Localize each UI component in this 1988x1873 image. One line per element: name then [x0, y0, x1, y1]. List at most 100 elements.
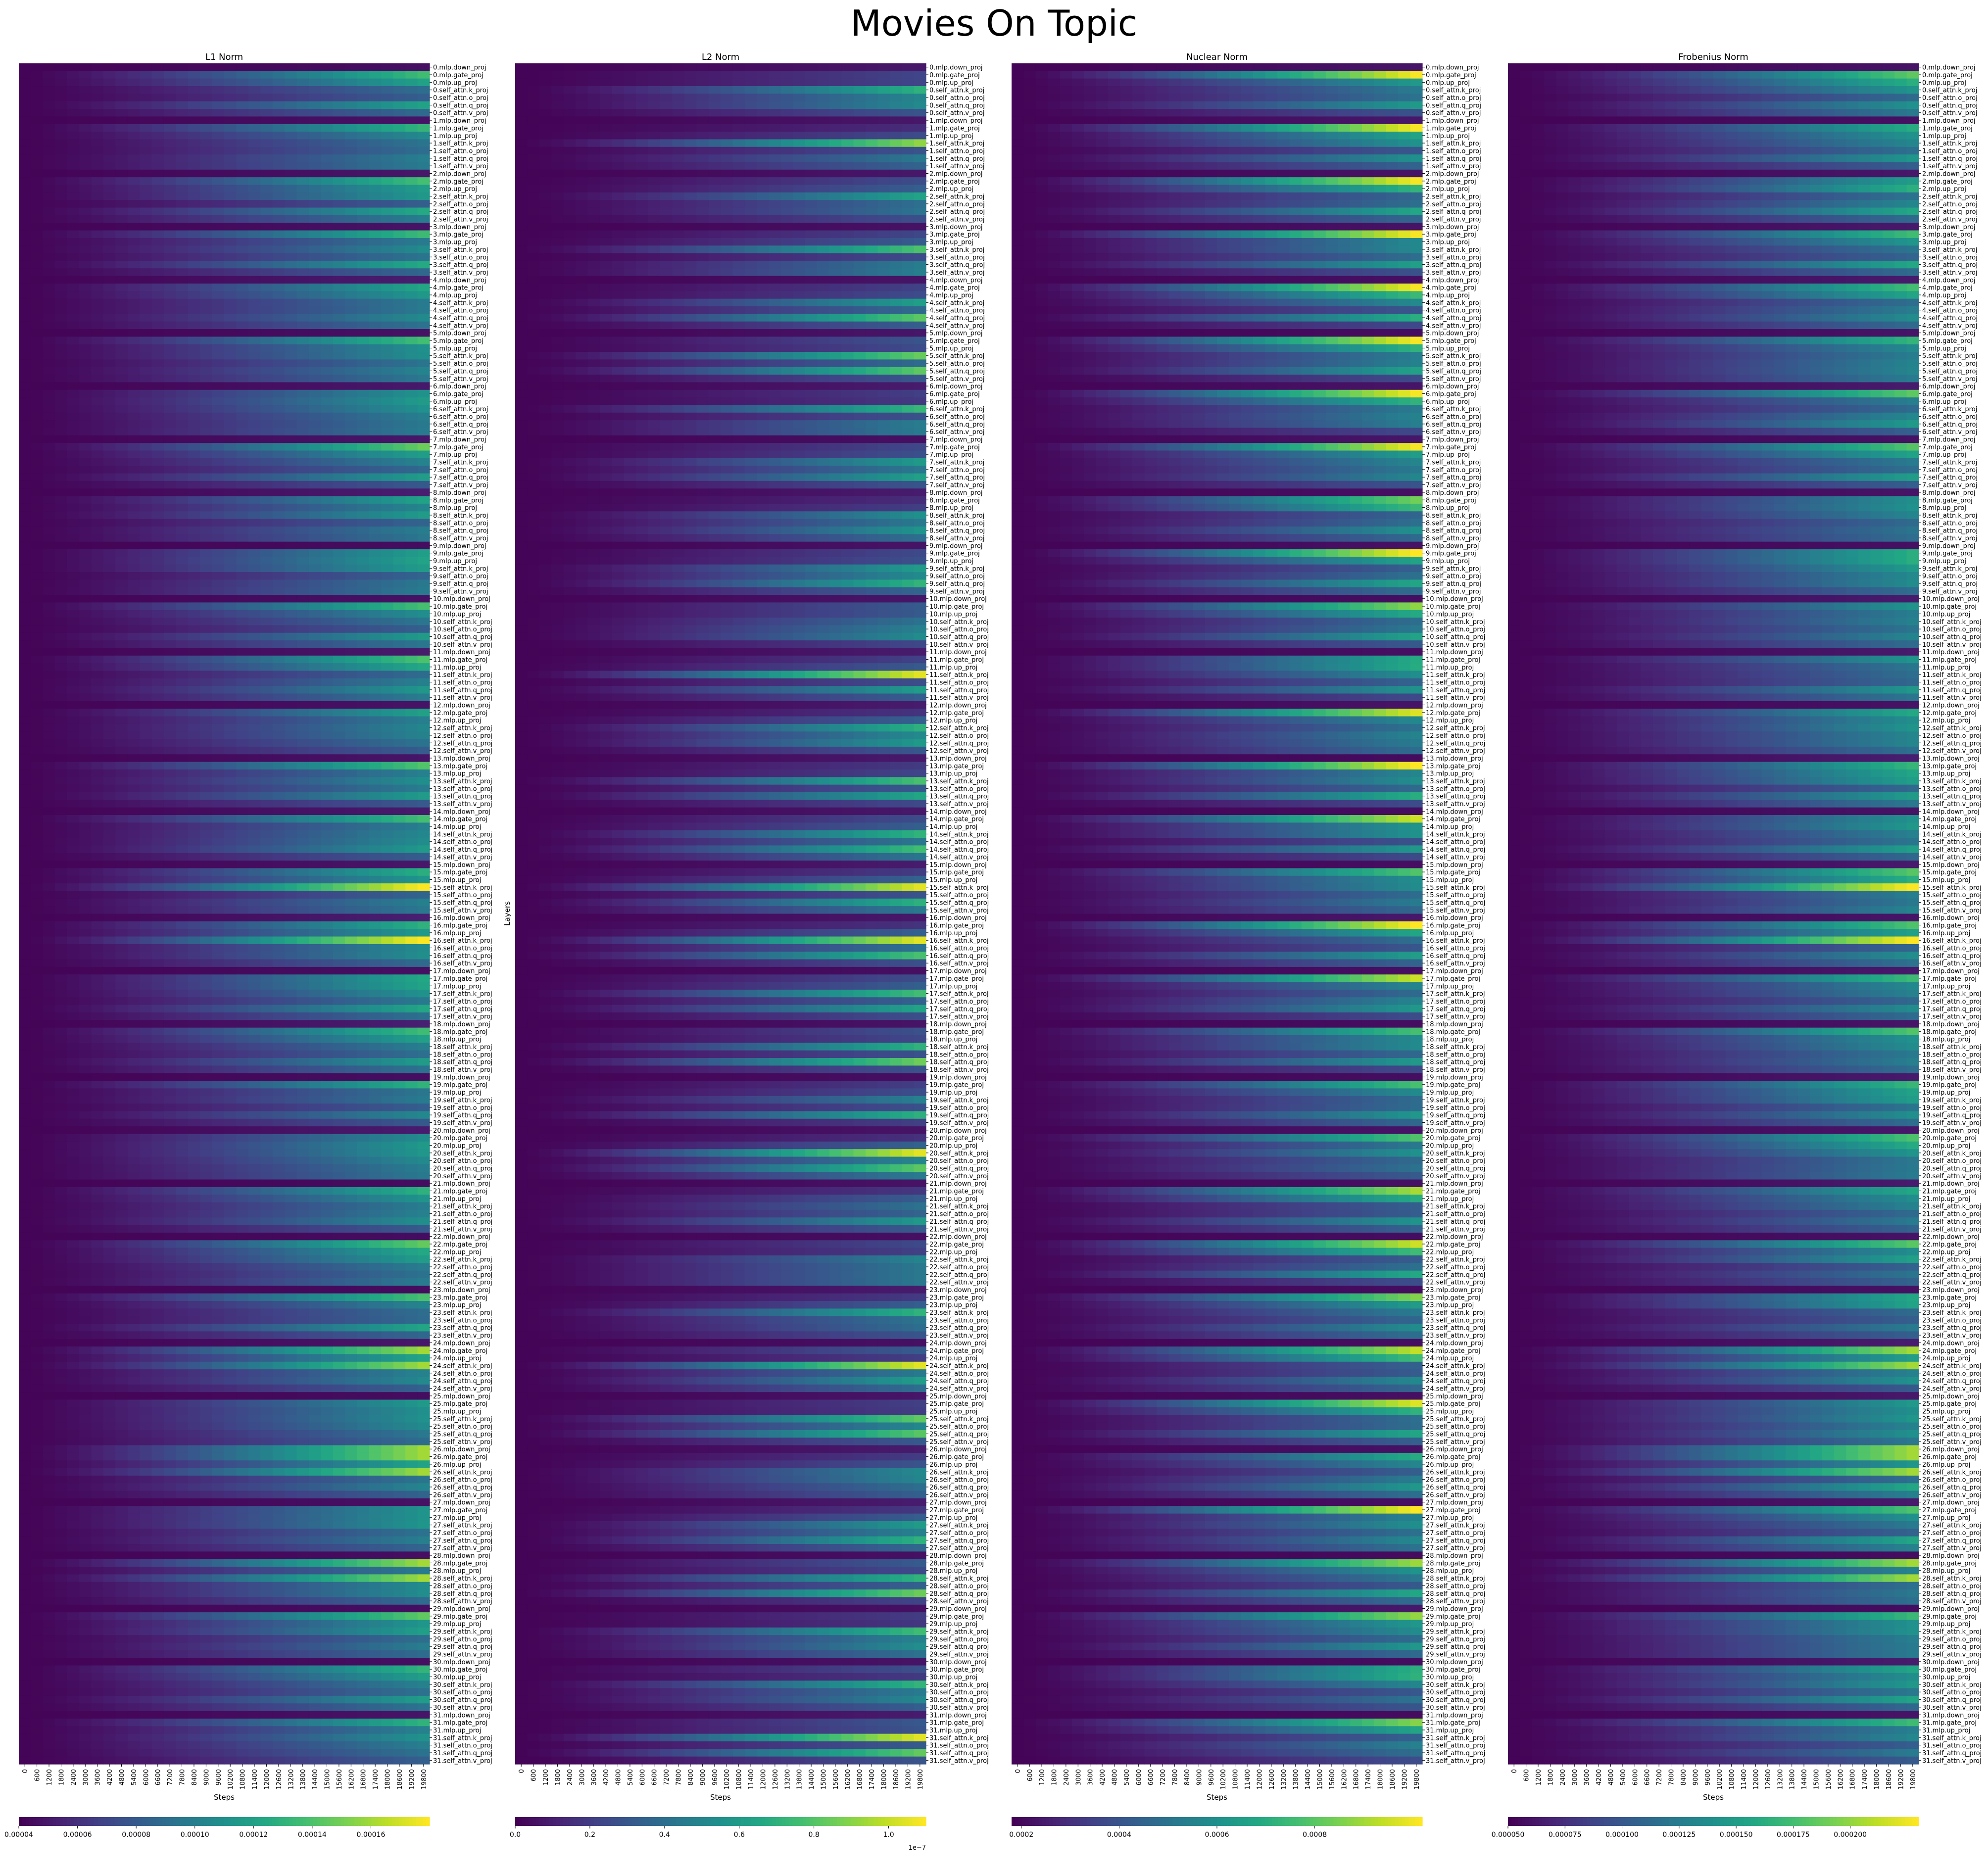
heatmap-cell: [128, 921, 140, 929]
heatmap-cell: [188, 458, 200, 466]
heatmap-cell: [248, 914, 261, 922]
heatmap-cell: [67, 838, 80, 846]
heatmap-cell: [164, 276, 176, 284]
heatmap-cell: [248, 336, 261, 344]
heatmap-cell: [357, 352, 370, 360]
heatmap-cell: [128, 656, 140, 664]
heatmap-cell: [43, 474, 55, 481]
heatmap-cell: [55, 830, 67, 838]
heatmap-cell: [333, 565, 345, 573]
heatmap-cell: [405, 830, 418, 838]
heatmap-cell: [321, 769, 333, 777]
heatmap-cell: [19, 686, 31, 694]
heatmap-cell: [79, 701, 92, 709]
heatmap-cell: [393, 420, 406, 428]
heatmap-cell: [273, 785, 285, 793]
heatmap-cell: [212, 876, 225, 884]
heatmap-cell: [345, 481, 357, 489]
heatmap-cell: [43, 245, 55, 253]
heatmap-cell: [79, 549, 92, 557]
heatmap-cell: [43, 231, 55, 239]
heatmap-cell: [273, 565, 285, 573]
heatmap-cell: [91, 147, 103, 155]
heatmap-cell: [164, 747, 176, 755]
heatmap-cell: [285, 542, 297, 550]
heatmap-cell: [19, 899, 31, 907]
heatmap-cell: [164, 101, 176, 109]
heatmap-cell: [381, 868, 393, 876]
heatmap-cell: [309, 390, 321, 398]
heatmap-cell: [321, 542, 333, 550]
heatmap-cell: [176, 618, 188, 625]
heatmap-cell: [321, 929, 333, 937]
heatmap-cell: [43, 754, 55, 762]
heatmap-cell: [357, 504, 370, 512]
heatmap-cell: [115, 557, 128, 565]
heatmap-cell: [260, 534, 273, 542]
heatmap-cell: [43, 937, 55, 945]
heatmap-cell: [333, 838, 345, 846]
heatmap-cell: [188, 474, 200, 481]
heatmap-cell: [357, 595, 370, 603]
heatmap-cell: [200, 291, 212, 299]
heatmap-cell: [224, 997, 237, 1005]
heatmap-cell: [273, 762, 285, 770]
heatmap-cell: [285, 937, 297, 945]
heatmap-cell: [128, 967, 140, 975]
heatmap-cell: [333, 1073, 345, 1081]
heatmap-cell: [309, 663, 321, 671]
heatmap-cell: [43, 1081, 55, 1089]
heatmap-cell: [296, 299, 309, 307]
heatmap-cell: [128, 997, 140, 1005]
heatmap-cell: [188, 595, 200, 603]
heatmap-cell: [164, 390, 176, 398]
heatmap-cell: [164, 967, 176, 975]
heatmap-cell: [128, 686, 140, 694]
heatmap-cell: [260, 656, 273, 664]
heatmap-cell: [43, 960, 55, 967]
heatmap-cell: [405, 329, 418, 337]
heatmap-cell: [67, 1126, 80, 1134]
heatmap-cell: [321, 883, 333, 891]
heatmap-cell: [309, 822, 321, 830]
heatmap-cell: [43, 731, 55, 739]
heatmap-cell: [224, 686, 237, 694]
heatmap-cell: [164, 306, 176, 314]
heatmap-cell: [285, 633, 297, 641]
heatmap-cell: [31, 747, 43, 755]
heatmap-cell: [164, 671, 176, 679]
heatmap-cell: [236, 170, 248, 178]
heatmap-cell: [31, 63, 43, 71]
heatmap-cell: [91, 344, 103, 352]
heatmap-cell: [115, 845, 128, 853]
heatmap-cell: [140, 815, 152, 823]
heatmap-cell: [321, 792, 333, 800]
heatmap-cell: [164, 754, 176, 762]
heatmap-cell: [418, 967, 430, 975]
heatmap-cell: [176, 268, 188, 276]
heatmap-cell: [152, 914, 164, 922]
heatmap-cell: [79, 185, 92, 193]
heatmap-cell: [152, 314, 164, 322]
heatmap-cell: [224, 344, 237, 352]
heatmap-cell: [55, 1126, 67, 1134]
heatmap-cell: [140, 876, 152, 884]
heatmap-cell: [381, 359, 393, 367]
heatmap-cell: [67, 929, 80, 937]
heatmap-cell: [91, 511, 103, 519]
heatmap-cell: [128, 739, 140, 747]
heatmap-cell: [236, 284, 248, 291]
heatmap-cell: [273, 952, 285, 960]
heatmap-cell: [188, 694, 200, 702]
heatmap-cell: [333, 405, 345, 413]
heatmap-cell: [67, 640, 80, 648]
heatmap-cell: [128, 397, 140, 405]
heatmap-cell: [43, 822, 55, 830]
heatmap-cell: [248, 709, 261, 717]
heatmap-cell: [164, 208, 176, 216]
heatmap-cell: [296, 132, 309, 140]
heatmap-cell: [381, 1142, 393, 1150]
heatmap-cell: [176, 1081, 188, 1089]
heatmap-cell: [309, 306, 321, 314]
heatmap-cell: [79, 208, 92, 216]
